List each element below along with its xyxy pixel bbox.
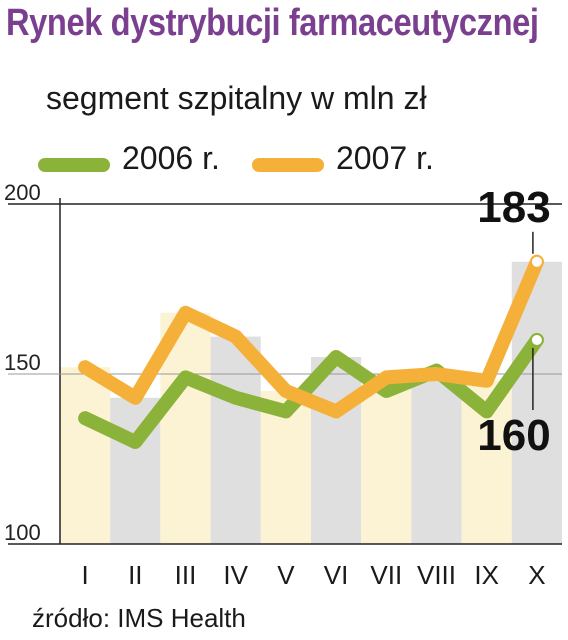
x-tick-label-VIII: VIII	[417, 560, 456, 590]
annotation-label-183: 183	[477, 183, 550, 232]
x-tick-label-IV: IV	[223, 560, 248, 590]
column-band-I	[60, 367, 111, 544]
series-line-0	[78, 333, 544, 449]
legend-swatch-2007	[252, 158, 324, 172]
x-tick-label-VII: VII	[370, 560, 402, 590]
legend-swatch-2006	[38, 158, 110, 172]
legend-label-2006: 2006 r.	[122, 140, 220, 176]
x-tick-label-V: V	[277, 560, 295, 590]
chart-title: Rynek dystrybucji farmaceutycznej	[6, 2, 539, 44]
series-line-1	[78, 254, 544, 419]
source-note: źródło: IMS Health	[32, 603, 246, 633]
x-tick-label-X: X	[528, 560, 545, 590]
data-point-X-1	[529, 333, 544, 347]
column-band-VIII	[411, 370, 462, 544]
y-tick-label-200: 200	[4, 180, 41, 205]
x-tick-label-VI: VI	[324, 560, 349, 590]
x-tick-label-I: I	[81, 560, 88, 590]
column-band-IV	[210, 336, 261, 544]
annotation-label-160: 160	[477, 411, 550, 460]
legend-label-2007: 2007 r.	[336, 140, 434, 176]
x-tick-label-IX: IX	[474, 560, 499, 590]
column-band-VI	[311, 357, 362, 544]
data-point-X-0	[529, 254, 544, 269]
chart-subtitle: segment szpitalny w mln zł	[46, 80, 427, 116]
y-tick-label-100: 100	[4, 520, 41, 545]
column-band-VII	[361, 377, 412, 544]
y-tick-label-150: 150	[4, 350, 41, 375]
x-tick-label-III: III	[175, 560, 197, 590]
x-tick-label-II: II	[128, 560, 142, 590]
